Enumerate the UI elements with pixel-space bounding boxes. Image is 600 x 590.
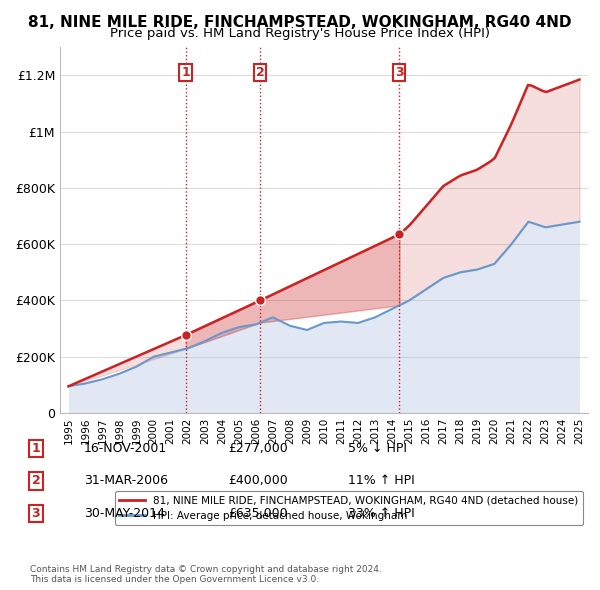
Legend: 81, NINE MILE RIDE, FINCHAMPSTEAD, WOKINGHAM, RG40 4ND (detached house), HPI: Av: 81, NINE MILE RIDE, FINCHAMPSTEAD, WOKIN… bbox=[115, 491, 583, 525]
Text: Price paid vs. HM Land Registry's House Price Index (HPI): Price paid vs. HM Land Registry's House … bbox=[110, 27, 490, 40]
Text: 2: 2 bbox=[32, 474, 40, 487]
Text: 3: 3 bbox=[395, 66, 404, 79]
Text: 3: 3 bbox=[32, 507, 40, 520]
Text: 2: 2 bbox=[256, 66, 265, 79]
Text: 31-MAR-2006: 31-MAR-2006 bbox=[84, 474, 168, 487]
Text: Contains HM Land Registry data © Crown copyright and database right 2024.
This d: Contains HM Land Registry data © Crown c… bbox=[30, 565, 382, 584]
Text: 33% ↑ HPI: 33% ↑ HPI bbox=[348, 507, 415, 520]
Text: 30-MAY-2014: 30-MAY-2014 bbox=[84, 507, 165, 520]
Text: 16-NOV-2001: 16-NOV-2001 bbox=[84, 442, 167, 455]
Text: 11% ↑ HPI: 11% ↑ HPI bbox=[348, 474, 415, 487]
Text: 81, NINE MILE RIDE, FINCHAMPSTEAD, WOKINGHAM, RG40 4ND: 81, NINE MILE RIDE, FINCHAMPSTEAD, WOKIN… bbox=[28, 15, 572, 30]
Text: 1: 1 bbox=[181, 66, 190, 79]
Text: £400,000: £400,000 bbox=[228, 474, 288, 487]
Text: 5% ↓ HPI: 5% ↓ HPI bbox=[348, 442, 407, 455]
Text: £277,000: £277,000 bbox=[228, 442, 288, 455]
Text: £635,000: £635,000 bbox=[228, 507, 287, 520]
Text: 1: 1 bbox=[32, 442, 40, 455]
